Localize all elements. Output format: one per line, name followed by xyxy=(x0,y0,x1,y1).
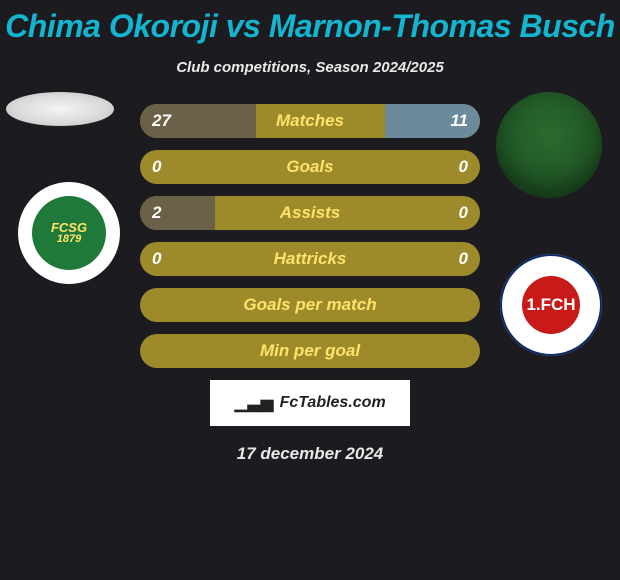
stat-label: Goals per match xyxy=(140,288,480,322)
stat-row: 20Assists xyxy=(140,196,480,230)
brand-box: ▁▃▅ FcTables.com xyxy=(210,380,410,426)
avatar-player1 xyxy=(6,92,114,126)
chart-icon: ▁▃▅ xyxy=(234,393,273,413)
page-title: Chima Okoroji vs Marnon-Thomas Busch xyxy=(0,0,620,45)
stat-label: Hattricks xyxy=(140,242,480,276)
stat-label: Goals xyxy=(140,150,480,184)
stat-row: Goals per match xyxy=(140,288,480,322)
brand-text: FcTables.com xyxy=(280,394,386,412)
avatar-player2 xyxy=(496,92,602,198)
club2-logo: 1.FCH xyxy=(500,254,602,356)
club1-logo-text-bottom: 1879 xyxy=(57,234,81,245)
club2-logo-text: 1.FCH xyxy=(522,276,580,334)
stat-label: Matches xyxy=(140,104,480,138)
stats-area: FCSG 1879 1.FCH 2711Matches 00Goals 20Assi… xyxy=(0,104,620,368)
club1-logo: FCSG 1879 xyxy=(18,182,120,284)
stat-row: 2711Matches xyxy=(140,104,480,138)
stat-row: Min per goal xyxy=(140,334,480,368)
title-p2: Marnon-Thomas Busch xyxy=(269,8,615,44)
stat-label: Min per goal xyxy=(140,334,480,368)
stat-row: 00Hattricks xyxy=(140,242,480,276)
stat-row: 00Goals xyxy=(140,150,480,184)
title-p1: Chima Okoroji xyxy=(5,8,217,44)
club1-logo-inner: FCSG 1879 xyxy=(32,196,106,270)
subtitle: Club competitions, Season 2024/2025 xyxy=(0,59,620,76)
stat-label: Assists xyxy=(140,196,480,230)
date-footer: 17 december 2024 xyxy=(0,444,620,464)
title-vs: vs xyxy=(226,8,269,44)
